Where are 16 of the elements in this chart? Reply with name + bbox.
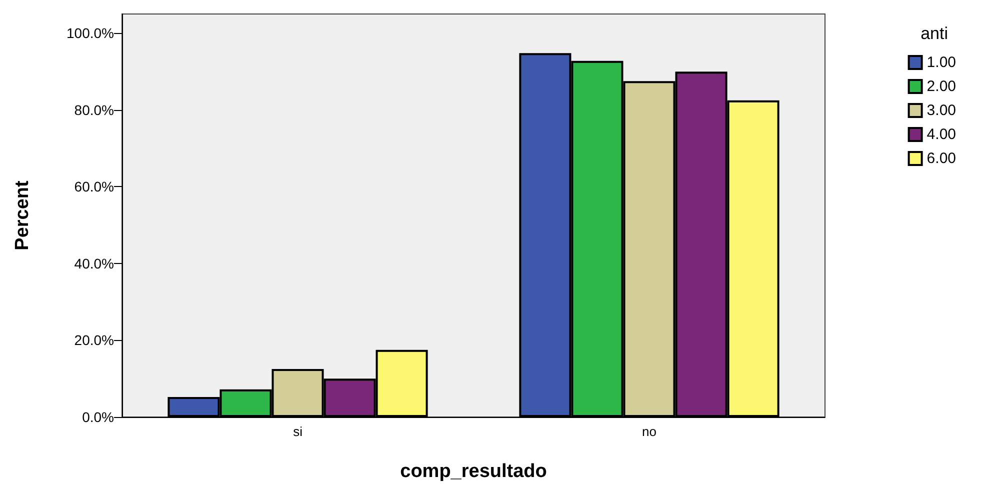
y-tick-label: 60.0% <box>74 178 114 195</box>
x-tick-label: si <box>293 424 303 439</box>
legend-label: 4.00 <box>926 126 956 143</box>
y-tick-label: 80.0% <box>74 102 114 118</box>
legend-label: 1.00 <box>926 54 956 71</box>
y-tick-label: 40.0% <box>74 255 114 272</box>
y-tick-label: 20.0% <box>74 332 114 348</box>
x-axis-title: comp_resultado <box>400 461 547 482</box>
x-tick-label: no <box>642 424 656 439</box>
legend-label: 2.00 <box>926 78 956 95</box>
y-axis-title: Percent <box>12 180 33 250</box>
legend-label: 6.00 <box>926 150 956 167</box>
y-tick-label: 0.0% <box>82 409 114 425</box>
legend-title: anti <box>920 24 948 43</box>
y-tick-label: 100.0% <box>66 25 114 42</box>
legend-label: 3.00 <box>926 102 956 119</box>
